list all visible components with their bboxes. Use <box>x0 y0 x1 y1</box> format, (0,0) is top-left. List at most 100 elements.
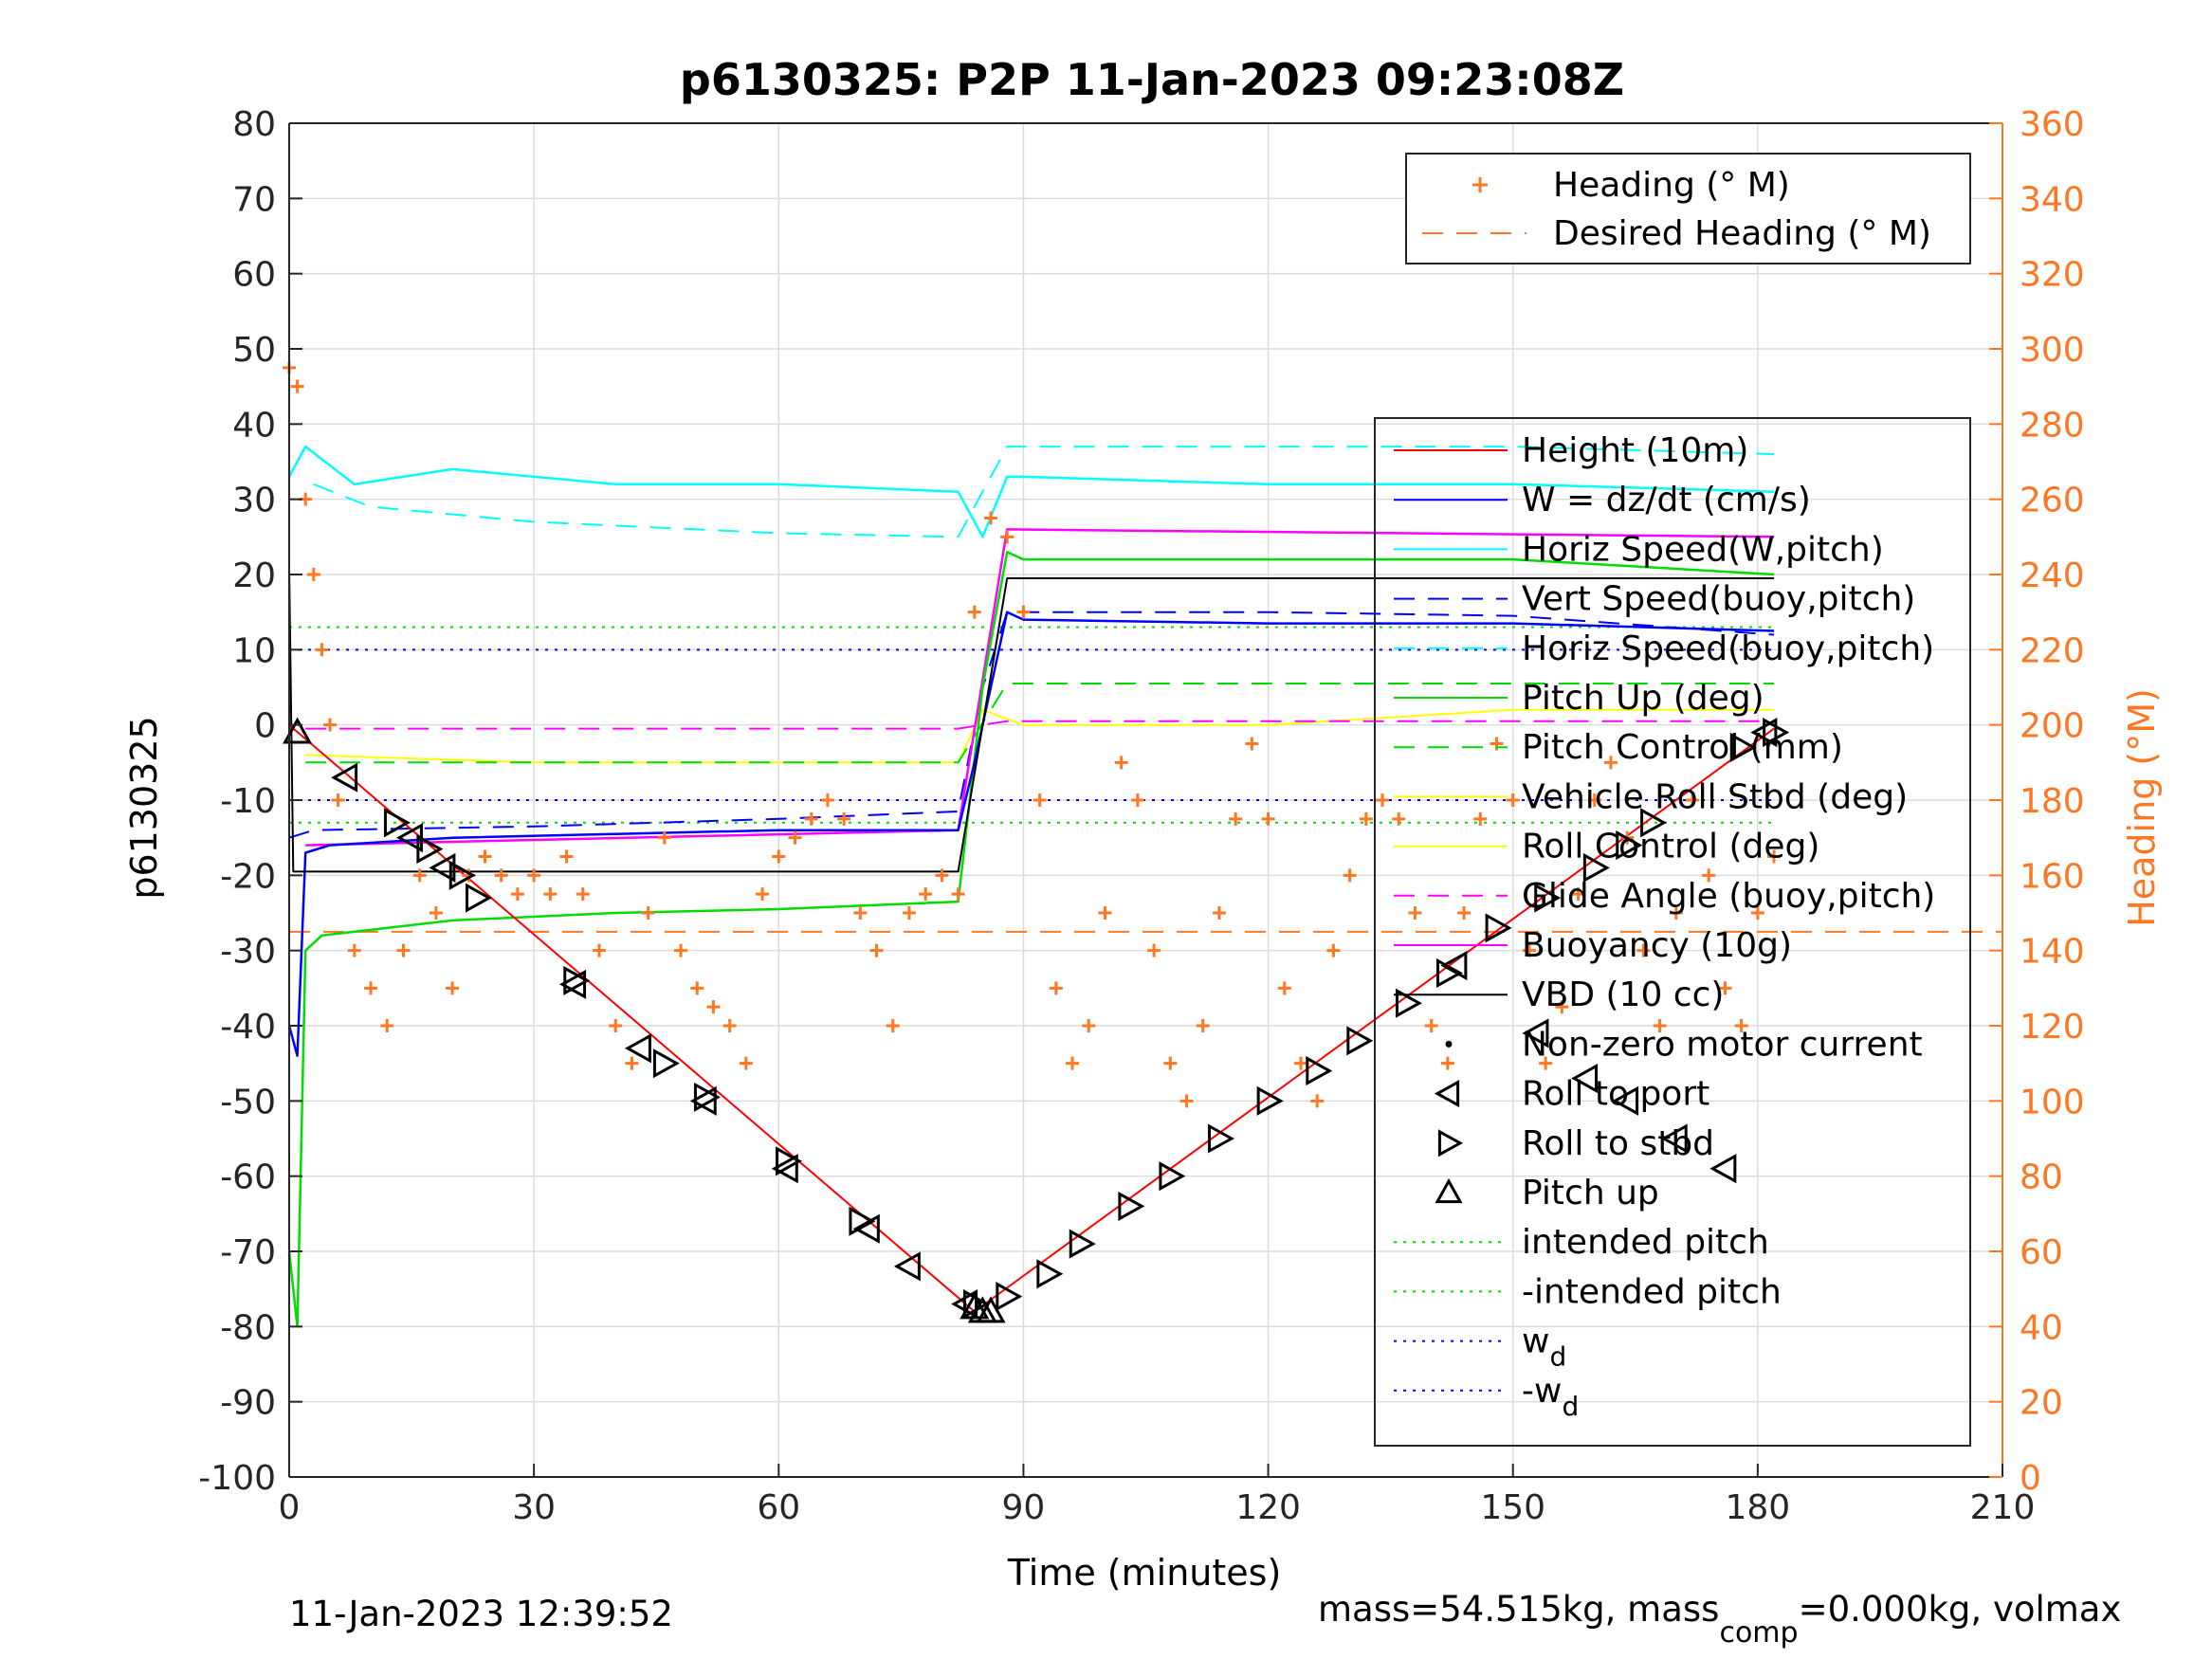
y-tick-label: 30 <box>232 482 276 520</box>
heading-point <box>1440 1056 1454 1070</box>
heading-point <box>1587 793 1601 807</box>
y-tick-label: 70 <box>232 180 276 219</box>
heading-point <box>543 887 558 902</box>
legend-entry: Roll to port <box>1522 1075 1709 1114</box>
y2-tick-label: 60 <box>2020 1233 2063 1272</box>
roll-to-stbd-marker <box>652 1048 680 1079</box>
y2-tick-label: 320 <box>2020 256 2085 295</box>
heading-point <box>1098 906 1112 920</box>
heading-point <box>315 643 329 657</box>
y-tick-label: 40 <box>232 406 276 445</box>
heading-point <box>1767 849 1782 864</box>
footer-mass-prefix: mass=54.515kg, mass <box>1318 1589 1719 1630</box>
roll-to-stbd-marker <box>1159 1161 1186 1192</box>
legend-heading-entry: Heading (° M) <box>1553 166 1790 205</box>
legend-heading-entry: Desired Heading (° M) <box>1553 214 1931 253</box>
pitch-up-marker <box>283 717 313 744</box>
heading-point <box>347 943 361 957</box>
roll-to-stbd-marker <box>1256 1085 1284 1116</box>
heading-point <box>690 981 704 995</box>
roll-to-port-marker <box>852 1213 880 1244</box>
roll-to-stbd-marker <box>1640 808 1668 838</box>
heading-point <box>1229 811 1243 826</box>
roll-to-port-marker <box>1571 1063 1599 1094</box>
y2-tick-label: 100 <box>2020 1083 2085 1121</box>
heading-point <box>576 887 590 902</box>
heading-point <box>1473 811 1488 826</box>
roll-to-port-marker <box>624 1033 651 1064</box>
heading-point <box>919 887 933 902</box>
w-line <box>287 611 1775 1057</box>
legend-marker-symbol <box>1434 1080 1460 1108</box>
y-tick-label: -90 <box>220 1384 276 1423</box>
heading-point <box>1277 981 1291 995</box>
heading-point <box>323 718 338 732</box>
roll-to-stbd-marker <box>416 834 444 865</box>
legend-entry: Pitch up <box>1522 1174 1659 1212</box>
chart-title: p6130325: P2P 11-Jan-2023 09:23:08Z <box>680 54 1624 105</box>
heading-point <box>1636 943 1651 957</box>
heading-point <box>820 793 834 807</box>
roll-to-port-marker <box>689 1085 717 1116</box>
heading-point <box>1016 605 1031 619</box>
heading-point <box>1310 1094 1325 1108</box>
heading-point <box>788 830 802 845</box>
y2-tick-label: 200 <box>2020 707 2085 746</box>
heading-point <box>1734 1019 1748 1032</box>
legend-entry: VBD (10 cc) <box>1522 975 1724 1014</box>
roll-to-port-marker <box>771 1154 798 1184</box>
heading-point <box>1555 1000 1569 1014</box>
legend-motor-symbol <box>1445 1040 1453 1048</box>
heading-point <box>1392 811 1406 826</box>
roll-to-port-marker <box>429 852 456 883</box>
roll-to-stbd-marker <box>1306 1056 1333 1086</box>
heading-point <box>592 943 606 957</box>
heading-point <box>625 1056 639 1070</box>
heading-point <box>1179 1094 1194 1108</box>
heading-point <box>1359 811 1373 826</box>
heading-point <box>1506 793 1520 807</box>
motor-markers <box>283 717 1790 1323</box>
horiz-speed-w-line <box>287 445 1775 538</box>
heading-point <box>1718 981 1732 995</box>
heading-point <box>641 906 655 920</box>
roll-to-port-marker <box>1522 1018 1549 1048</box>
heading-point <box>951 887 965 902</box>
footer-mass-suffix: =0.000kg, volmax <box>1799 1589 2122 1630</box>
roll-to-stbd-marker <box>1729 732 1757 763</box>
y2-tick-label: 160 <box>2020 857 2085 896</box>
legend-entry: Buoyancy (10g) <box>1522 926 1792 965</box>
heading-point <box>706 1000 721 1014</box>
roll-to-port-marker <box>559 969 587 999</box>
heading-point <box>1066 1056 1080 1070</box>
legend-entry: Glide Angle (buoy,pitch) <box>1522 877 1935 916</box>
heading-point <box>1750 906 1764 920</box>
heading-point <box>1408 906 1422 920</box>
roll-to-port-marker <box>893 1251 921 1282</box>
legend-entry: Vert Speed(buoy,pitch) <box>1522 580 1915 619</box>
heading-point <box>853 906 868 920</box>
heading-point <box>1669 906 1683 920</box>
x-tick-label: 180 <box>1725 1488 1790 1527</box>
heading-point <box>478 849 492 864</box>
roll-to-port-marker <box>331 762 358 793</box>
heading-point <box>837 811 851 826</box>
footer-mass: mass=54.515kg, masscomp=0.000kg, volmax <box>1318 1589 2121 1650</box>
axes: 0 30 60 90 120 150 180 210-100-90-80-70-60-50-4… <box>198 105 2084 1527</box>
roll-to-stbd-marker <box>1208 1123 1235 1154</box>
y2-tick-label: 180 <box>2020 782 2085 821</box>
heading-point <box>1376 793 1390 807</box>
heading-point <box>657 830 671 845</box>
heading-point <box>1424 1019 1438 1032</box>
y2-tick-label: 80 <box>2020 1158 2063 1197</box>
legend-entry: intended pitch <box>1522 1223 1769 1262</box>
heading-point <box>1261 811 1275 826</box>
y2-tick-label: 280 <box>2020 406 2085 445</box>
y-tick-label: 10 <box>232 631 276 670</box>
heading-point <box>756 887 770 902</box>
heading-point <box>1653 1019 1667 1032</box>
heading-point <box>1033 793 1047 807</box>
roll-to-port-marker <box>1709 1154 1737 1184</box>
legend-entry: -intended pitch <box>1522 1272 1782 1311</box>
